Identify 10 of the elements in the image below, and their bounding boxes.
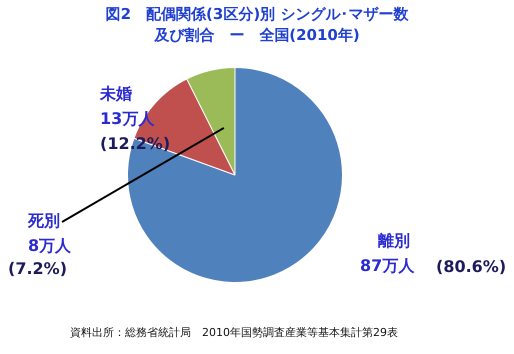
chart-subtitle: 及び割合 ー 全国(2010年) [154,26,360,44]
text: 資料出所：総務省統計局 2010年国勢調査産業等基本集計第29表 [70,325,398,340]
text: (80.6%) [436,257,506,276]
slice-label: 離別 [377,231,410,250]
text: (7.2%) [8,259,67,278]
data-label: 8万人 [28,236,72,256]
slice-label: 未婚 [99,84,132,104]
chart-title: 図2 配偶関係(3区分)別 シングル･マザー数 [106,5,408,23]
data-label: 87万人 [360,256,416,276]
slice-label: 死別 [27,211,60,230]
